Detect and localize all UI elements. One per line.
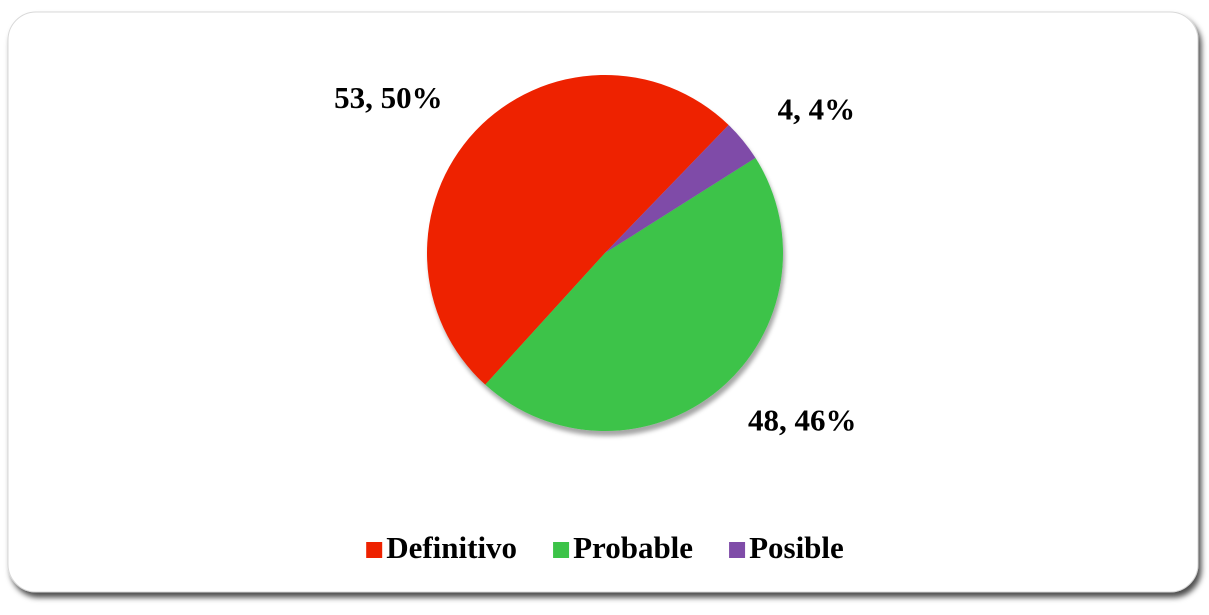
- data-label: 4, 4%: [778, 92, 856, 127]
- legend-swatch: [729, 542, 746, 558]
- legend-label: Definitivo: [386, 530, 517, 565]
- data-label: 48, 46%: [748, 403, 857, 438]
- legend: Definitivo Probable Posible: [366, 530, 844, 565]
- pie-slice: [485, 157, 784, 432]
- legend-item: Posible: [729, 530, 844, 565]
- legend-label: Probable: [573, 530, 693, 565]
- legend-swatch: [366, 542, 383, 558]
- legend-label: Posible: [749, 530, 844, 565]
- legend-item: Definitivo: [366, 530, 517, 565]
- labels: 53, 50% 48, 46% 4, 4%: [334, 80, 856, 438]
- pie-slice: [426, 74, 729, 385]
- pie-slice: [605, 124, 756, 253]
- pie: [426, 74, 784, 432]
- legend-item: Probable: [553, 530, 693, 565]
- data-label: 53, 50%: [334, 80, 443, 115]
- legend-swatch: [553, 542, 570, 558]
